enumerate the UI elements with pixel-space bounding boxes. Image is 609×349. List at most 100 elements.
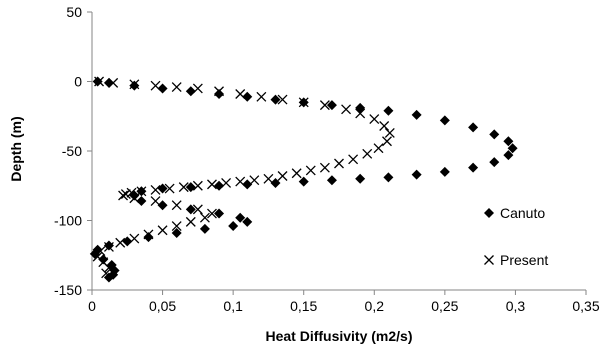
canuto-point [143, 232, 154, 243]
present-point [298, 97, 309, 108]
canuto-point [489, 157, 500, 168]
y-tick-label: 0 [74, 74, 82, 90]
canuto-point [157, 200, 168, 211]
present-point [192, 204, 203, 215]
x-tick-label: 0,1 [223, 298, 243, 314]
present-point [192, 83, 203, 94]
present-point [101, 268, 112, 279]
canuto-point [503, 136, 514, 147]
canuto-point [98, 254, 109, 265]
legend-marker-present [484, 255, 494, 265]
y-tick-label: 50 [66, 4, 82, 20]
present-point [373, 143, 384, 154]
series-canuto [89, 76, 518, 283]
present-point [129, 79, 140, 90]
present-point [129, 193, 140, 204]
present-point [348, 154, 359, 165]
canuto-point [185, 86, 196, 97]
legend-label-present: Present [500, 252, 548, 268]
y-tick-label: -100 [54, 213, 82, 229]
legend-label-canuto: Canuto [500, 205, 545, 221]
present-point [277, 94, 288, 105]
canuto-point [355, 173, 366, 184]
present-point [235, 176, 246, 187]
present-point [263, 173, 274, 184]
canuto-point [411, 169, 422, 180]
present-point [341, 104, 352, 115]
present-point [157, 225, 168, 236]
legend-item-present: Present [484, 252, 548, 268]
y-tick-label: -150 [54, 282, 82, 298]
x-tick-label: 0,25 [431, 298, 458, 314]
series-present [92, 76, 395, 279]
canuto-point [242, 91, 253, 102]
canuto-point [228, 221, 239, 232]
present-point [171, 82, 182, 93]
canuto-point [214, 89, 225, 100]
present-point [129, 233, 140, 244]
x-axis-title: Heat Diffusivity (m2/s) [265, 328, 412, 344]
present-point [115, 237, 126, 248]
legend: Canuto Present [484, 205, 548, 268]
canuto-point [92, 76, 103, 87]
present-point [95, 246, 106, 257]
y-tick-label: -50 [62, 143, 82, 159]
present-point [277, 171, 288, 181]
present-point [319, 162, 330, 173]
canuto-point [468, 122, 479, 133]
present-point [126, 187, 137, 198]
canuto-point [199, 223, 210, 234]
canuto-point [270, 177, 281, 188]
present-point [382, 136, 392, 147]
present-point [120, 189, 131, 200]
canuto-point [507, 143, 518, 154]
y-axis-title: Depth (m) [8, 116, 24, 181]
legend-item-canuto: Canuto [484, 205, 545, 221]
present-point [199, 212, 210, 223]
present-point [171, 221, 182, 232]
present-point [103, 241, 114, 252]
present-point [185, 216, 196, 227]
present-point [108, 77, 119, 88]
canuto-point [103, 240, 114, 251]
present-point [319, 100, 330, 111]
present-point [150, 80, 161, 91]
present-point [171, 200, 182, 211]
present-point [221, 178, 232, 188]
canuto-point [355, 102, 366, 113]
canuto-point [242, 179, 253, 190]
present-point [94, 76, 105, 87]
present-point [334, 158, 344, 169]
x-tick-label: 0 [88, 298, 96, 314]
axes [87, 11, 587, 295]
canuto-point [468, 162, 479, 173]
tick-labels: 0 0,05 0,1 0,15 0,2 0,25 0,3 0,35 50 0 -50 -100 -150 [54, 4, 600, 314]
x-tick-label: 0,3 [506, 298, 526, 314]
present-point [355, 108, 366, 119]
canuto-point [185, 204, 196, 215]
present-point [103, 262, 114, 273]
present-point [150, 196, 161, 206]
x-tick-label: 0,35 [572, 298, 599, 314]
present-point [256, 91, 267, 102]
x-tick-label: 0,2 [365, 298, 385, 314]
canuto-point [214, 208, 225, 219]
present-point [384, 127, 395, 138]
canuto-point [411, 109, 422, 120]
present-point [235, 89, 246, 99]
canuto-point [489, 129, 500, 140]
canuto-point [171, 228, 182, 239]
present-point [164, 183, 175, 194]
canuto-point [326, 100, 337, 111]
canuto-point [103, 272, 114, 283]
canuto-point [242, 216, 253, 227]
present-point [369, 114, 380, 124]
present-point [291, 168, 302, 179]
present-point [362, 148, 373, 159]
present-point [249, 175, 260, 186]
present-point [150, 184, 161, 195]
present-point [118, 190, 129, 201]
present-point [305, 165, 316, 176]
canuto-point [383, 172, 394, 183]
